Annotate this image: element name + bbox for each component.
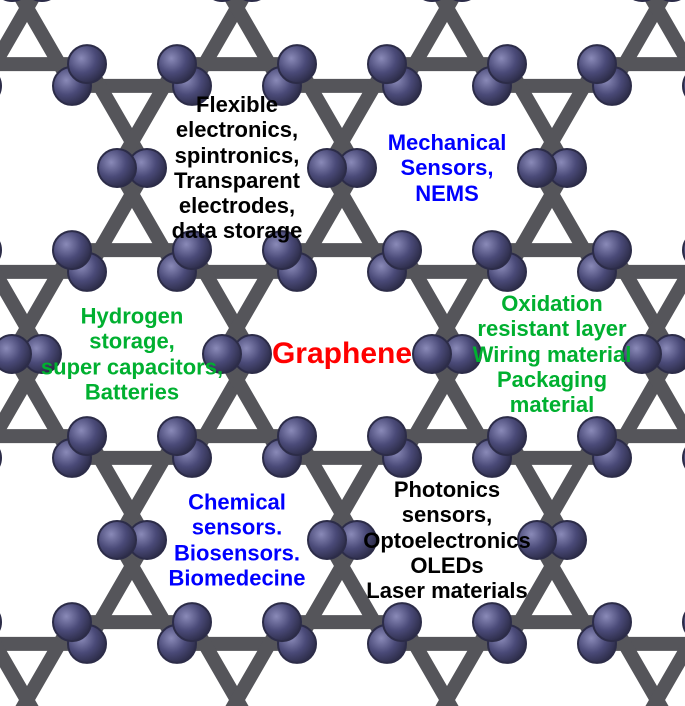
lattice-node [0,603,1,641]
lattice-node [173,603,211,641]
lattice-node [383,231,421,269]
lattice-node [473,603,511,641]
lattice-node [203,335,241,373]
lattice-node [158,45,196,83]
lattice-node [53,603,91,641]
lattice-node [278,45,316,83]
lattice-node [473,231,511,269]
lattice-node [158,417,196,455]
lattice-node [173,231,211,269]
lattice-node [278,417,316,455]
lattice-node [413,335,451,373]
lattice-node [68,417,106,455]
lattice-node [488,417,526,455]
lattice-node [98,521,136,559]
lattice-node [263,231,301,269]
lattice-node [308,149,346,187]
lattice-node [488,45,526,83]
lattice-node [518,149,556,187]
lattice-node [0,231,1,269]
lattice-node [518,521,556,559]
lattice-node [68,45,106,83]
lattice-node [308,521,346,559]
lattice-node [383,603,421,641]
lattice-node [578,45,616,83]
lattice-node [578,417,616,455]
lattice-node [263,603,301,641]
lattice-node [368,417,406,455]
lattice-node [623,335,661,373]
lattice-node [368,45,406,83]
lattice-node [0,439,1,477]
hex-lattice [0,0,685,706]
lattice-node [0,335,31,373]
lattice-node [593,603,631,641]
lattice-node [98,149,136,187]
lattice-node [53,231,91,269]
lattice-node [0,67,1,105]
graphene-infographic: Flexible electronics, spintronics, Trans… [0,0,685,706]
lattice-node [593,231,631,269]
